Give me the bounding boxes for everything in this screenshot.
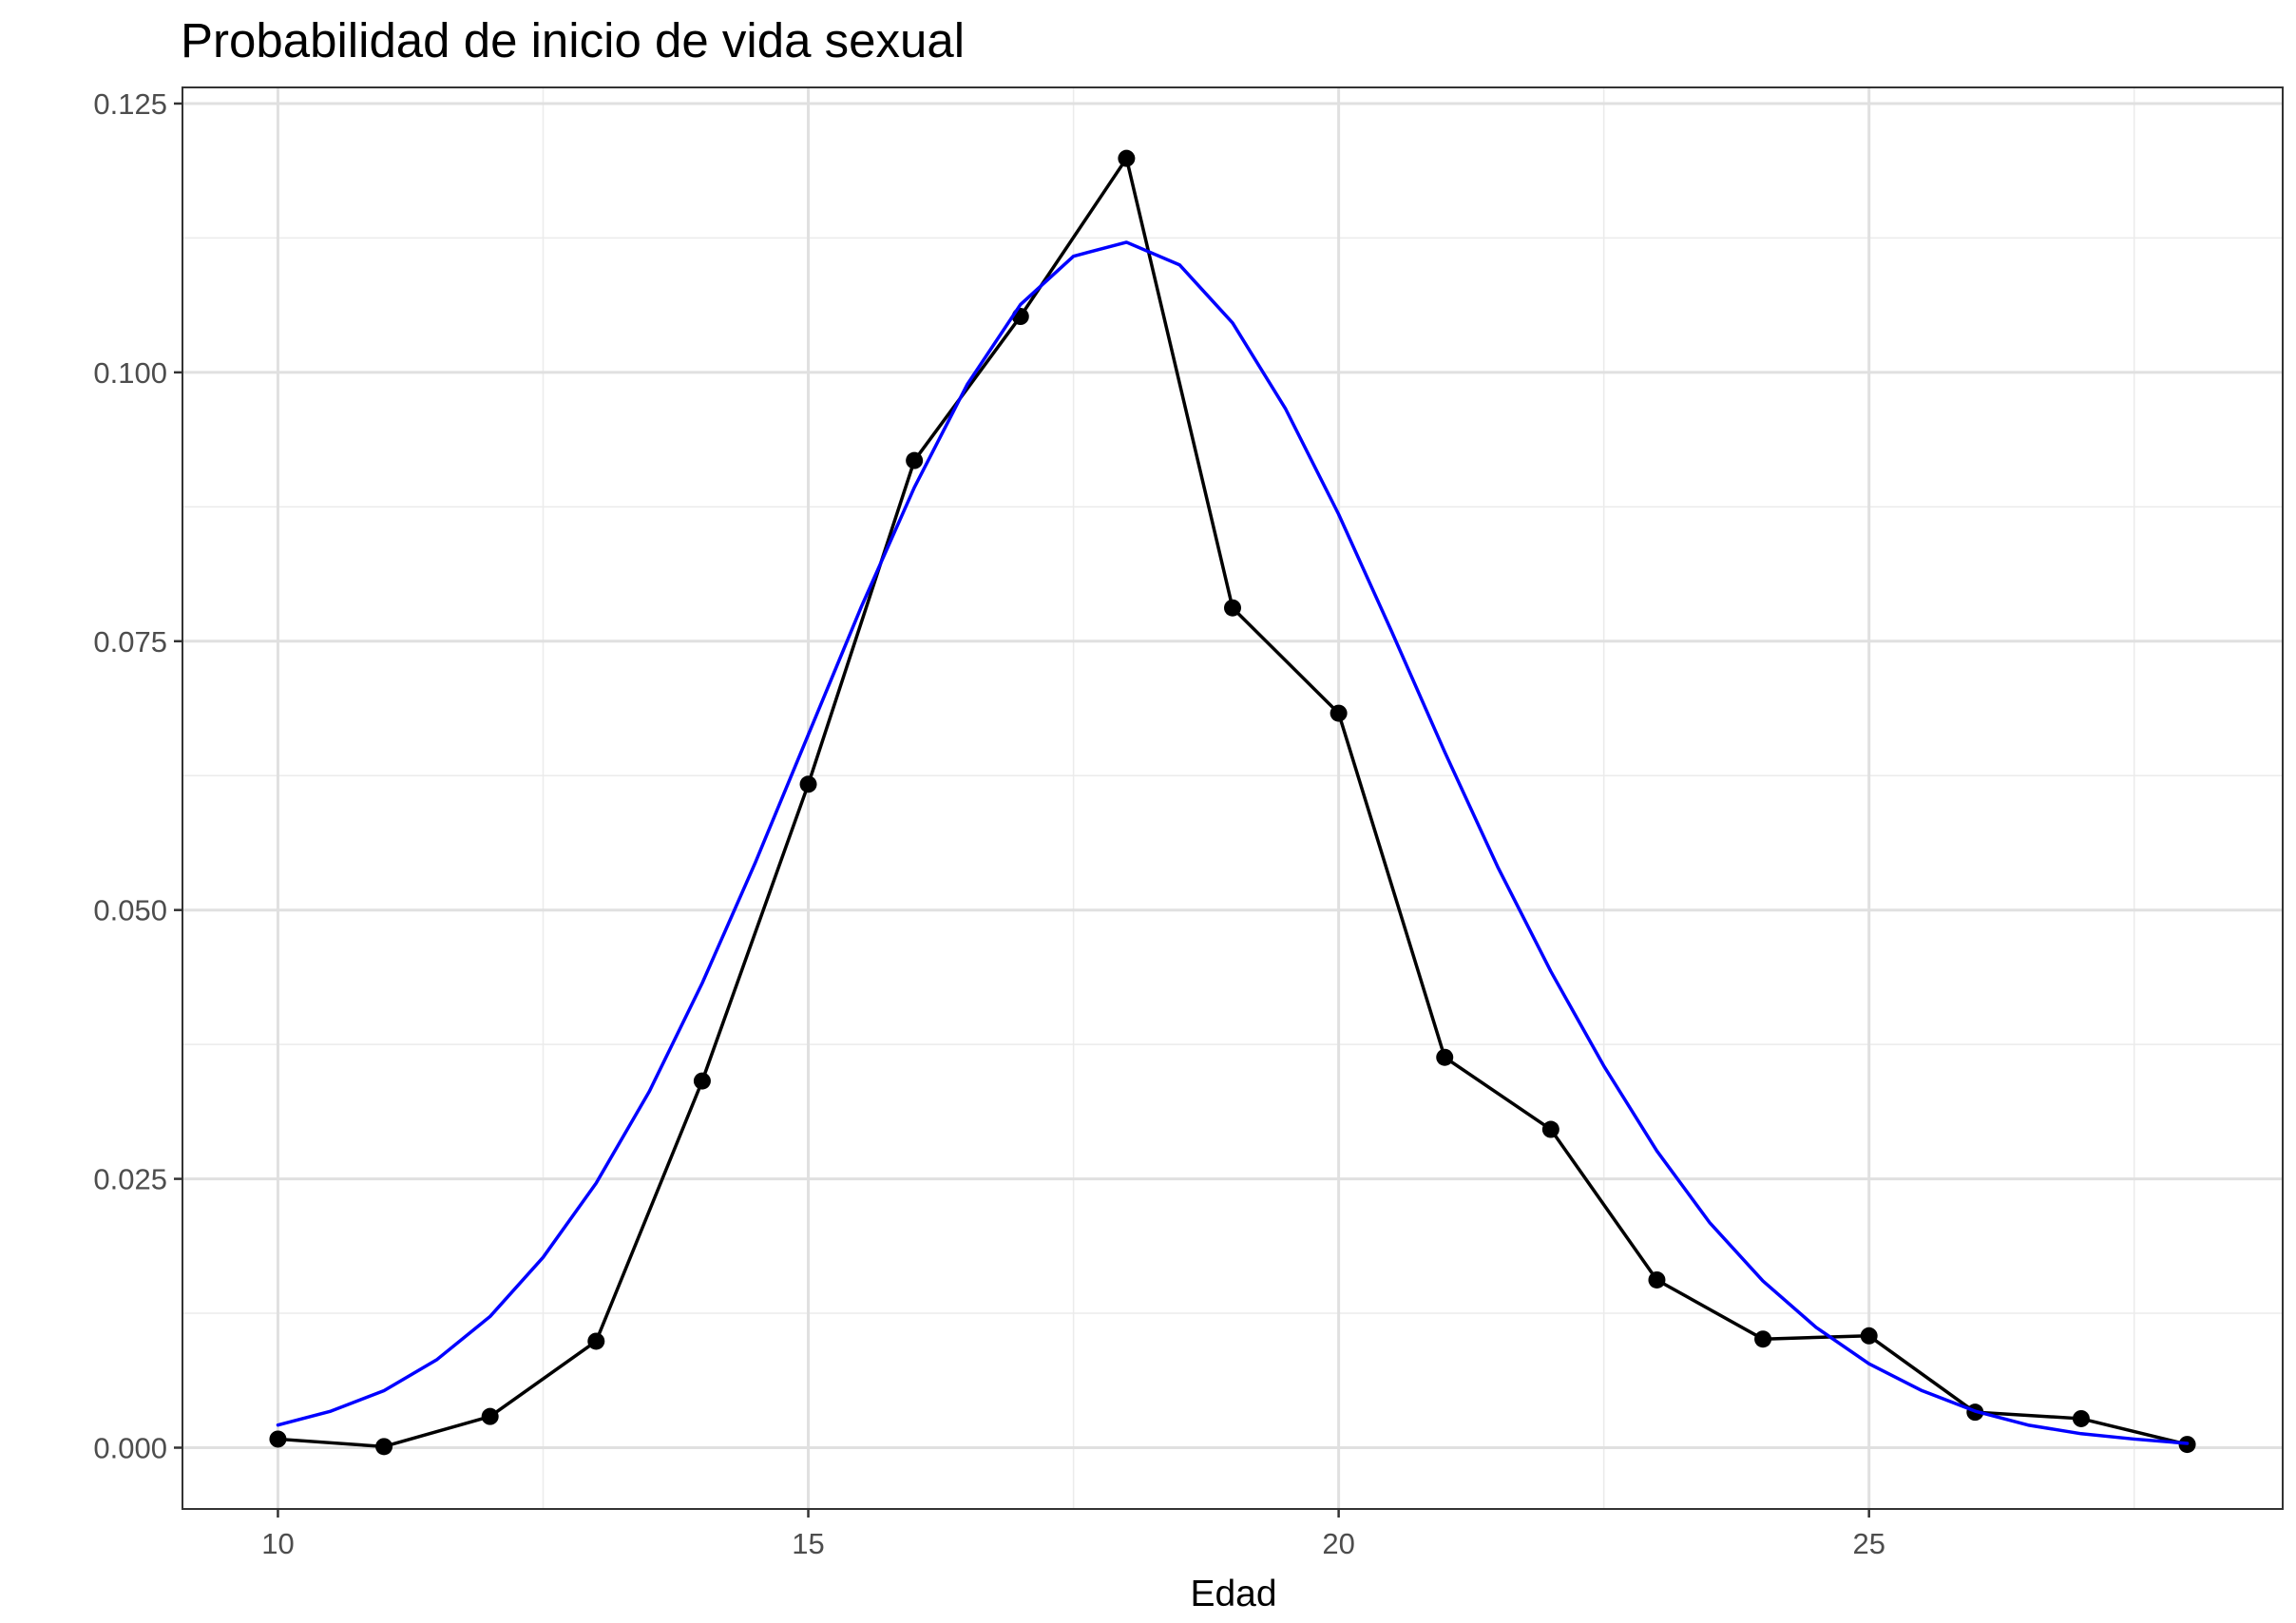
y-tick-label: 0.000 [93, 1431, 167, 1464]
data-point [375, 1438, 393, 1456]
data-point [693, 1072, 711, 1090]
data-point [1541, 1120, 1559, 1138]
data-point [481, 1407, 499, 1425]
x-tick-label: 10 [261, 1527, 294, 1560]
chart-title: Probabilidad de inicio de vida sexual [181, 13, 965, 67]
fitted-curve-line [276, 240, 2190, 1445]
x-tick-label: 15 [792, 1527, 824, 1560]
y-tick-label: 0.025 [93, 1163, 167, 1196]
data-point [799, 775, 817, 793]
data-point [906, 451, 924, 469]
data-point [1330, 704, 1348, 722]
data-point [1224, 599, 1241, 617]
data-point [269, 1430, 287, 1448]
data-point [587, 1332, 605, 1350]
x-tick-label: 20 [1322, 1527, 1354, 1560]
y-tick-label: 0.100 [93, 356, 167, 390]
y-tick-label: 0.050 [93, 894, 167, 927]
data-point [1860, 1327, 1878, 1345]
x-axis-title: Edad [1190, 1574, 1276, 1614]
data-point [2072, 1409, 2090, 1427]
series-layer [269, 149, 2196, 1456]
x-tick-label: 25 [1852, 1527, 1885, 1560]
data-point [1118, 149, 1136, 167]
data-point [1648, 1270, 1666, 1289]
data-point [1754, 1330, 1772, 1348]
axis-ticks [174, 102, 1870, 1518]
minor-gridlines [182, 87, 2283, 1509]
major-gridlines [182, 87, 2283, 1509]
y-tick-label: 0.075 [93, 625, 167, 659]
tick-labels: 10 15 20 25 0.000 0.025 0.050 0.075 0.100 0.125 [93, 87, 1885, 1560]
y-tick-label: 0.125 [93, 87, 167, 121]
panel-border [182, 86, 2284, 1510]
data-point [1436, 1048, 1454, 1066]
